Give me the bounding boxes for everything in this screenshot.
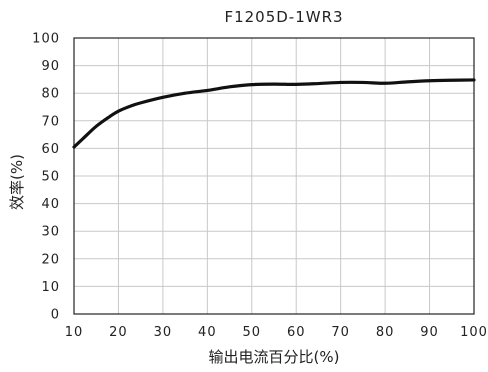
y-tick-label: 70 <box>41 114 60 129</box>
x-tick-label: 10 <box>65 325 84 340</box>
x-tick-label: 30 <box>154 325 173 340</box>
chart-title: F1205D-1WR3 <box>224 8 343 26</box>
x-tick-label: 90 <box>420 325 439 340</box>
y-tick-label: 90 <box>41 59 60 74</box>
plot-frame <box>73 37 475 315</box>
y-tick-labels: 0 10 20 30 40 50 60 70 80 90 100 <box>32 32 60 323</box>
y-tick-label: 10 <box>41 280 60 295</box>
y-tick-label: 0 <box>51 308 60 323</box>
y-tick-label: 50 <box>41 170 60 185</box>
x-tick-labels: 10 20 30 40 50 60 70 80 90 100 <box>65 325 488 340</box>
y-tick-label: 30 <box>41 225 60 240</box>
x-tick-label: 80 <box>376 325 395 340</box>
x-tick-label: 20 <box>109 325 128 340</box>
x-tick-label: 100 <box>460 325 488 340</box>
x-axis-label: 输出电流百分比(%) <box>209 348 340 366</box>
y-tick-label: 40 <box>41 197 60 212</box>
y-axis-label: 效率(%) <box>8 154 26 210</box>
y-tick-label: 80 <box>41 87 60 102</box>
x-tick-label: 40 <box>198 325 217 340</box>
x-tick-label: 70 <box>331 325 350 340</box>
y-tick-label: 20 <box>41 252 60 267</box>
grid-lines <box>74 38 474 314</box>
y-tick-label: 60 <box>41 142 60 157</box>
x-tick-label: 60 <box>287 325 306 340</box>
x-tick-label: 50 <box>243 325 262 340</box>
efficiency-curve <box>72 78 476 149</box>
y-tick-label: 100 <box>32 32 60 47</box>
